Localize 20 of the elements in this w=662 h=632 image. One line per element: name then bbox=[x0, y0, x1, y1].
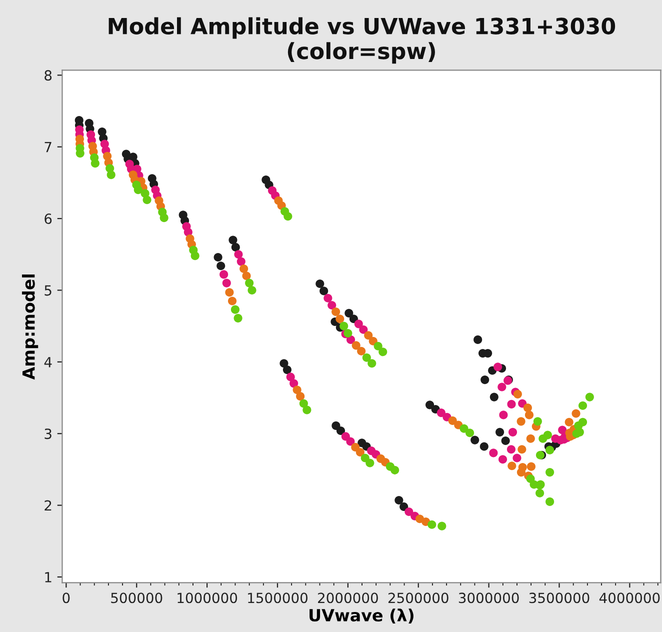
x-tick-label: 4000000 bbox=[599, 592, 660, 604]
y-tick-label: 5 bbox=[44, 285, 52, 296]
x-tick-label: 1500000 bbox=[248, 592, 308, 604]
y-tick-label: 8 bbox=[44, 70, 52, 81]
x-tick-label: 3000000 bbox=[458, 592, 519, 604]
x-tick-label: 2000000 bbox=[318, 592, 378, 604]
chart-title: Model Amplitude vs UVWave 1331+3030 (color=spw) bbox=[108, 17, 616, 64]
x-axis-title: UVwave (λ) bbox=[310, 608, 414, 624]
y-tick-label: 3 bbox=[44, 428, 52, 440]
x-tick-label: 3500000 bbox=[529, 592, 590, 604]
x-tick-label: 0 bbox=[62, 592, 70, 604]
x-tick-label: 1000000 bbox=[178, 592, 238, 604]
x-tick-label: 500000 bbox=[111, 592, 162, 604]
x-tick-label: 2500000 bbox=[388, 592, 448, 604]
y-tick-label: 1 bbox=[45, 572, 52, 582]
y-tick-label: 4 bbox=[44, 357, 52, 368]
y-tick-label: 7 bbox=[44, 142, 52, 152]
y-tick-label: 2 bbox=[44, 500, 52, 511]
y-tick-label: 6 bbox=[44, 214, 52, 224]
y-axis-title: Amp:model bbox=[22, 274, 38, 380]
